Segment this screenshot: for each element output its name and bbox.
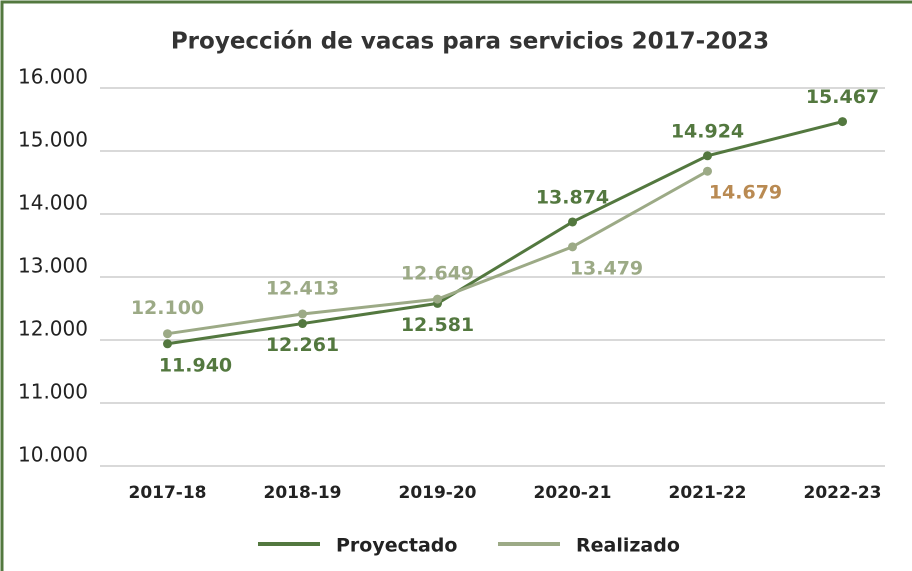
data-point xyxy=(163,329,172,339)
data-point xyxy=(298,319,307,329)
x-tick-label: 2020-21 xyxy=(533,483,611,503)
data-label: 13.874 xyxy=(536,186,609,208)
data-label: 12.100 xyxy=(131,297,204,319)
legend-label: Realizado xyxy=(576,535,680,557)
data-label: 11.940 xyxy=(159,354,232,376)
data-point xyxy=(703,151,712,161)
x-tick-label: 2018-19 xyxy=(263,483,341,503)
data-label: 12.413 xyxy=(266,277,339,299)
y-tick-label: 16.000 xyxy=(18,65,88,89)
data-label: 13.479 xyxy=(570,257,643,279)
y-tick-label: 14.000 xyxy=(18,191,88,215)
data-point xyxy=(433,294,442,304)
legend-label: Proyectado xyxy=(336,535,457,557)
x-tick-label: 2017-18 xyxy=(128,483,206,503)
data-point xyxy=(568,242,577,252)
x-tick-label: 2022-23 xyxy=(803,483,881,503)
data-point xyxy=(568,217,577,227)
data-point xyxy=(163,339,172,349)
data-point xyxy=(838,117,847,127)
data-label: 12.581 xyxy=(401,314,474,336)
y-tick-label: 15.000 xyxy=(18,128,88,152)
data-label: 14.679 xyxy=(709,182,782,204)
x-tick-label: 2019-20 xyxy=(398,483,476,503)
data-label: 14.924 xyxy=(671,120,744,142)
series-line xyxy=(167,120,843,346)
y-tick-label: 12.000 xyxy=(18,317,88,341)
data-label: 12.649 xyxy=(401,263,474,285)
y-tick-label: 13.000 xyxy=(18,254,88,278)
data-label: 15.467 xyxy=(806,86,879,108)
data-point xyxy=(703,166,712,176)
y-tick-label: 10.000 xyxy=(18,443,88,467)
x-tick-label: 2021-22 xyxy=(668,483,746,503)
y-tick-label: 11.000 xyxy=(18,380,88,404)
data-point xyxy=(298,309,307,319)
chart-title: Proyección de vacas para servicios 2017-… xyxy=(171,29,769,55)
data-label: 12.261 xyxy=(266,334,339,356)
